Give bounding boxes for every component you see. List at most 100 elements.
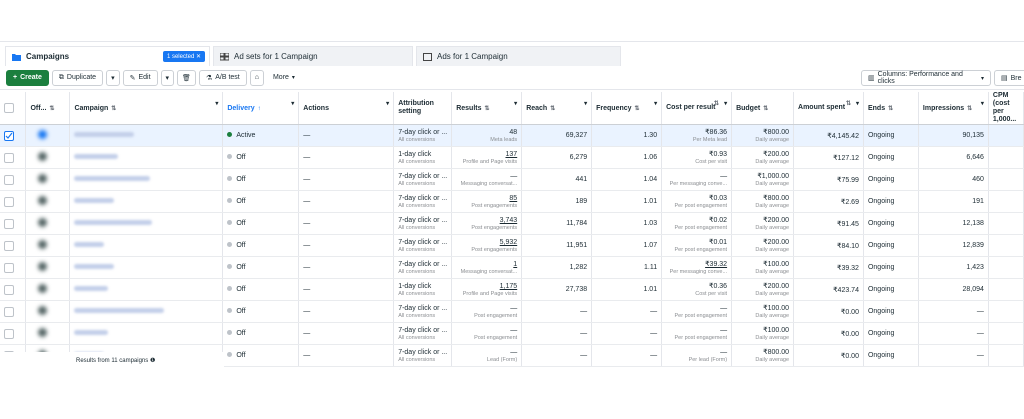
- info-icon[interactable]: ❶: [149, 358, 156, 364]
- campaign-name[interactable]: [74, 286, 109, 291]
- toggle-cell[interactable]: [25, 256, 71, 279]
- col-impressions[interactable]: Impressions ⇅ ▾: [918, 92, 989, 125]
- toggle-switch[interactable]: [38, 174, 48, 183]
- row-checkbox[interactable]: [4, 284, 14, 295]
- table-row[interactable]: Off —7-day click or ... All conversions 1 Me…: [0, 256, 1024, 279]
- col-cost-per-result[interactable]: Cost per result ⇅ ▾: [661, 92, 733, 125]
- row-checkbox[interactable]: [4, 152, 14, 163]
- row-checkbox-cell[interactable]: [0, 146, 27, 169]
- row-checkbox[interactable]: [4, 240, 14, 251]
- results-value[interactable]: 5,932: [499, 238, 518, 246]
- tab-campaigns[interactable]: Campaigns 1 selected ✕: [5, 46, 210, 66]
- toggle-switch[interactable]: [38, 240, 48, 249]
- col-cpm[interactable]: CPM (cost per 1,000...: [988, 92, 1024, 125]
- toggle-cell[interactable]: [25, 212, 71, 235]
- campaign-name[interactable]: [74, 220, 153, 225]
- table-row[interactable]: Off —1-day click All conversions 1,175 Profi…: [0, 278, 1024, 301]
- create-button[interactable]: + Create: [6, 69, 49, 86]
- col-results[interactable]: Results ⇅ ▾: [451, 92, 523, 125]
- row-checkbox[interactable]: [4, 328, 14, 339]
- columns-button[interactable]: ▥ Columns: Performance and clicks ▾: [861, 70, 991, 86]
- campaign-name-cell[interactable]: [69, 278, 224, 301]
- toggle-cell[interactable]: [25, 168, 71, 191]
- toggle-cell[interactable]: [25, 322, 71, 345]
- toggle-switch[interactable]: [38, 262, 48, 271]
- table-row[interactable]: Off —1-day click All conversions 137 Profile…: [0, 146, 1024, 169]
- edit-dropdown-button[interactable]: ▾: [160, 69, 175, 86]
- row-checkbox-cell[interactable]: [0, 124, 27, 147]
- campaign-name[interactable]: [74, 154, 119, 159]
- toggle-switch[interactable]: [38, 218, 48, 227]
- col-amount-spent[interactable]: Amount spent ⇅ ▾: [793, 92, 864, 125]
- toggle-cell[interactable]: [25, 146, 71, 169]
- campaign-name[interactable]: [74, 242, 105, 247]
- results-value[interactable]: 85: [509, 194, 518, 202]
- select-all-header[interactable]: [0, 92, 27, 125]
- table-row[interactable]: Off —7-day click or ... All conversions 3,7…: [0, 212, 1024, 235]
- row-checkbox-cell[interactable]: [0, 168, 27, 191]
- delete-button[interactable]: 🗑: [177, 69, 196, 86]
- campaign-name-cell[interactable]: [69, 190, 224, 213]
- campaign-name-cell[interactable]: [69, 212, 224, 235]
- toggle-cell[interactable]: [25, 278, 71, 301]
- toggle-switch[interactable]: [38, 152, 48, 161]
- campaign-name-cell[interactable]: [69, 300, 224, 323]
- selected-badge[interactable]: 1 selected ✕: [162, 51, 205, 62]
- select-all-checkbox[interactable]: [4, 103, 14, 113]
- col-delivery[interactable]: Delivery ↑ ▾: [222, 92, 300, 125]
- table-row[interactable]: Active — 7-day click or ... All conversions…: [0, 124, 1024, 147]
- row-checkbox[interactable]: [4, 130, 14, 141]
- results-value[interactable]: 1: [513, 260, 518, 268]
- toggle-switch[interactable]: [38, 284, 48, 293]
- tag-button[interactable]: ⌂: [249, 69, 264, 86]
- row-checkbox-cell[interactable]: [0, 278, 27, 301]
- results-value[interactable]: 137: [505, 150, 518, 158]
- close-icon[interactable]: ✕: [195, 54, 201, 60]
- table-row[interactable]: Off —7-day click or ... All conversions 85 P…: [0, 190, 1024, 213]
- toggle-switch[interactable]: [38, 130, 48, 139]
- breakdown-button[interactable]: ▤ Bre: [994, 70, 1024, 86]
- duplicate-dropdown-button[interactable]: ▾: [106, 69, 120, 86]
- campaign-name[interactable]: [74, 132, 135, 137]
- toggle-cell[interactable]: [25, 124, 71, 147]
- campaign-name[interactable]: [74, 308, 165, 313]
- col-offon[interactable]: Off... ⇅: [25, 92, 71, 125]
- col-attribution[interactable]: Attribution setting: [393, 92, 453, 125]
- row-checkbox[interactable]: [4, 218, 14, 229]
- toggle-switch[interactable]: [38, 306, 48, 315]
- row-checkbox[interactable]: [4, 196, 14, 207]
- row-checkbox-cell[interactable]: [0, 212, 27, 235]
- row-checkbox[interactable]: [4, 174, 14, 185]
- row-checkbox-cell[interactable]: [0, 322, 27, 345]
- campaign-name-cell[interactable]: [69, 322, 224, 345]
- toggle-switch[interactable]: [38, 196, 48, 205]
- row-checkbox-cell[interactable]: [0, 256, 27, 279]
- ab-test-button[interactable]: ⚗ A/B test: [198, 69, 247, 86]
- toggle-cell[interactable]: [25, 234, 71, 257]
- row-checkbox-cell[interactable]: [0, 234, 27, 257]
- campaign-name[interactable]: [74, 330, 109, 335]
- table-row[interactable]: Off —7-day click or ... All conversions — Me…: [0, 168, 1024, 191]
- row-checkbox-cell[interactable]: [0, 300, 27, 323]
- col-reach[interactable]: Reach ⇅ ▾: [521, 92, 593, 125]
- table-row[interactable]: Off —7-day click or ... All conversions — Po…: [0, 322, 1024, 345]
- campaign-name[interactable]: [74, 176, 151, 181]
- toggle-switch[interactable]: [38, 328, 48, 337]
- edit-button[interactable]: ✎ Edit: [122, 69, 158, 86]
- campaign-name-cell[interactable]: [69, 146, 224, 169]
- results-value[interactable]: 3,743: [499, 216, 518, 224]
- toggle-cell[interactable]: [25, 300, 71, 323]
- campaign-name[interactable]: [74, 198, 115, 203]
- campaign-name[interactable]: [74, 264, 115, 269]
- campaign-name-cell[interactable]: [69, 234, 224, 257]
- col-budget[interactable]: Budget ⇅: [731, 92, 795, 125]
- tab-adsets[interactable]: Ad sets for 1 Campaign: [213, 46, 413, 66]
- toggle-cell[interactable]: [25, 190, 71, 213]
- campaign-name-cell[interactable]: [69, 168, 224, 191]
- col-campaign[interactable]: Campaign ⇅ ▾: [69, 92, 224, 125]
- row-checkbox[interactable]: [4, 262, 14, 273]
- tab-ads[interactable]: Ads for 1 Campaign: [416, 46, 621, 66]
- table-row[interactable]: Off —7-day click or ... All conversions — Po…: [0, 300, 1024, 323]
- table-row[interactable]: Off —7-day click or ... All conversions 5,9…: [0, 234, 1024, 257]
- campaign-name-cell[interactable]: [69, 256, 224, 279]
